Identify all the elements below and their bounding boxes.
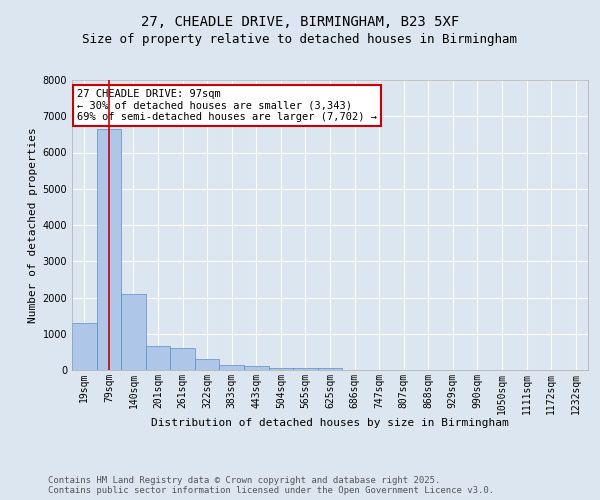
Bar <box>121 294 146 370</box>
Bar <box>72 322 97 370</box>
Bar <box>269 368 293 370</box>
Y-axis label: Number of detached properties: Number of detached properties <box>28 127 38 323</box>
X-axis label: Distribution of detached houses by size in Birmingham: Distribution of detached houses by size … <box>151 418 509 428</box>
Bar <box>195 359 220 370</box>
Text: 27, CHEADLE DRIVE, BIRMINGHAM, B23 5XF: 27, CHEADLE DRIVE, BIRMINGHAM, B23 5XF <box>141 15 459 29</box>
Text: Contains HM Land Registry data © Crown copyright and database right 2025.
Contai: Contains HM Land Registry data © Crown c… <box>48 476 494 495</box>
Bar <box>318 368 342 370</box>
Bar <box>170 348 195 370</box>
Text: Size of property relative to detached houses in Birmingham: Size of property relative to detached ho… <box>83 32 517 46</box>
Bar <box>220 365 244 370</box>
Text: 27 CHEADLE DRIVE: 97sqm
← 30% of detached houses are smaller (3,343)
69% of semi: 27 CHEADLE DRIVE: 97sqm ← 30% of detache… <box>77 88 377 122</box>
Bar <box>293 368 318 370</box>
Bar <box>146 346 170 370</box>
Bar <box>97 130 121 370</box>
Bar <box>244 366 269 370</box>
